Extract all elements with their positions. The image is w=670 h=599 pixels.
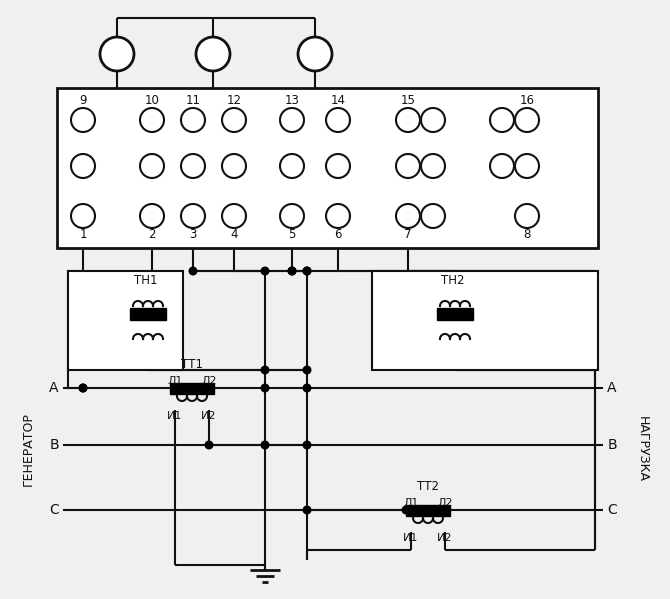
Text: 10: 10 [145,95,159,107]
Text: B: B [607,438,617,452]
Circle shape [326,154,350,178]
Circle shape [78,383,88,392]
Text: C: C [607,503,617,517]
Text: ТН1: ТН1 [134,274,157,288]
Circle shape [222,154,246,178]
Text: 1: 1 [79,228,86,241]
Text: И2: И2 [438,533,453,543]
Circle shape [71,204,95,228]
Circle shape [302,440,312,449]
Text: ТТ1: ТТ1 [181,358,203,371]
Circle shape [302,383,312,392]
Text: A: A [607,381,617,395]
Text: И1: И1 [403,533,419,543]
Circle shape [261,383,269,392]
Text: 8: 8 [523,228,531,241]
Circle shape [490,154,514,178]
Circle shape [326,204,350,228]
Text: И2: И2 [201,411,217,421]
Bar [437,308,473,320]
Text: ТТ2: ТТ2 [417,480,439,494]
Text: A: A [50,381,59,395]
Circle shape [261,440,269,449]
Circle shape [140,154,164,178]
Circle shape [71,154,95,178]
Circle shape [396,204,420,228]
Circle shape [181,204,205,228]
Circle shape [302,267,312,276]
Text: 16: 16 [519,95,535,107]
Circle shape [515,154,539,178]
Circle shape [396,154,420,178]
Circle shape [302,267,312,276]
Text: 11: 11 [186,95,200,107]
Circle shape [287,267,297,276]
Circle shape [326,108,350,132]
Text: Л2: Л2 [201,376,217,386]
Bar [57,88,598,248]
Circle shape [181,108,205,132]
Text: ГЕНЕРАТОР: ГЕНЕРАТОР [21,412,34,486]
Bar [68,271,183,370]
Text: 14: 14 [330,95,346,107]
Circle shape [421,108,445,132]
Circle shape [515,108,539,132]
Bar [130,308,166,320]
Circle shape [78,383,88,392]
Text: Л1: Л1 [168,376,183,386]
Circle shape [287,267,297,276]
Text: Л1: Л1 [403,498,419,508]
Circle shape [71,108,95,132]
Circle shape [302,506,312,515]
Circle shape [515,204,539,228]
Text: НАГРУЗКА: НАГРУЗКА [636,416,649,482]
Circle shape [421,154,445,178]
Circle shape [280,204,304,228]
Circle shape [222,108,246,132]
Text: B: B [49,438,59,452]
Circle shape [140,204,164,228]
Circle shape [280,108,304,132]
Circle shape [421,204,445,228]
Circle shape [222,204,246,228]
Circle shape [396,108,420,132]
Text: 15: 15 [401,95,415,107]
Circle shape [181,154,205,178]
Circle shape [490,108,514,132]
Circle shape [401,506,411,515]
Text: 12: 12 [226,95,241,107]
Circle shape [280,154,304,178]
Text: 13: 13 [285,95,299,107]
Circle shape [298,37,332,71]
Text: 7: 7 [404,228,412,241]
Circle shape [140,108,164,132]
Text: C: C [49,503,59,517]
Text: ТН2: ТН2 [442,274,465,288]
Circle shape [196,37,230,71]
Circle shape [188,267,198,276]
Text: 3: 3 [190,228,197,241]
Bar [406,505,450,516]
Bar [372,271,598,370]
Circle shape [261,365,269,374]
Text: 9: 9 [79,95,86,107]
Text: Л2: Л2 [438,498,453,508]
Text: 6: 6 [334,228,342,241]
Text: И1: И1 [168,411,183,421]
Circle shape [302,365,312,374]
Text: 2: 2 [148,228,155,241]
Circle shape [100,37,134,71]
Bar [170,383,214,394]
Circle shape [204,440,214,449]
Text: 4: 4 [230,228,238,241]
Circle shape [261,267,269,276]
Text: 5: 5 [288,228,295,241]
